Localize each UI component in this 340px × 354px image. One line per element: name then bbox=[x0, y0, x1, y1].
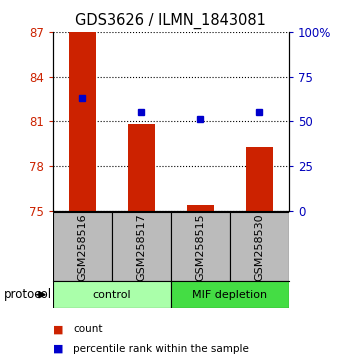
Text: GSM258515: GSM258515 bbox=[195, 213, 205, 281]
Bar bbox=[53, 281, 171, 308]
Bar bbox=[246, 147, 273, 211]
Text: GSM258517: GSM258517 bbox=[136, 213, 146, 281]
Bar bbox=[171, 212, 230, 281]
Bar bbox=[187, 205, 214, 211]
Bar bbox=[112, 212, 171, 281]
Text: control: control bbox=[92, 290, 131, 300]
Text: GSM258530: GSM258530 bbox=[254, 213, 265, 281]
Text: MIF depletion: MIF depletion bbox=[192, 290, 268, 300]
Text: percentile rank within the sample: percentile rank within the sample bbox=[73, 344, 249, 354]
Text: protocol: protocol bbox=[3, 288, 52, 301]
Text: ■: ■ bbox=[53, 324, 63, 334]
Bar bbox=[69, 32, 96, 211]
Text: GDS3626 / ILMN_1843081: GDS3626 / ILMN_1843081 bbox=[74, 12, 266, 29]
Text: ■: ■ bbox=[53, 344, 63, 354]
Text: GSM258516: GSM258516 bbox=[77, 213, 87, 281]
Bar bbox=[128, 124, 155, 211]
Bar bbox=[230, 212, 289, 281]
Text: count: count bbox=[73, 324, 103, 334]
Bar bbox=[171, 281, 289, 308]
Bar bbox=[53, 212, 112, 281]
